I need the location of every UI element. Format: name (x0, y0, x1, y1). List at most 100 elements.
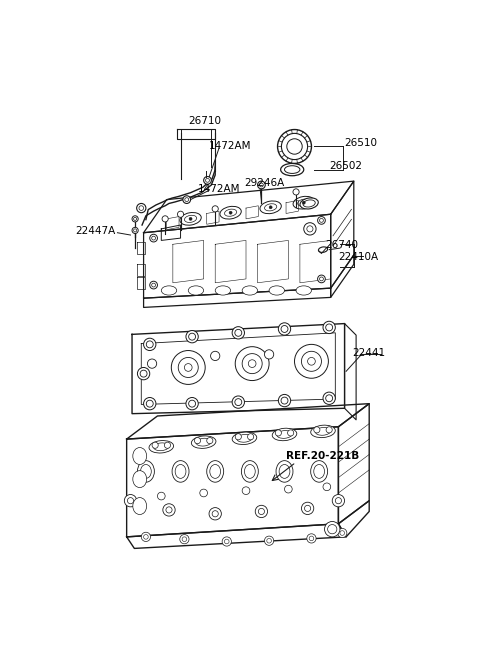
Circle shape (258, 181, 265, 189)
Circle shape (194, 438, 201, 443)
Circle shape (337, 528, 347, 538)
Text: 22447A: 22447A (75, 226, 115, 236)
Circle shape (232, 396, 244, 408)
Circle shape (222, 537, 231, 546)
Circle shape (164, 442, 170, 448)
Ellipse shape (149, 441, 174, 453)
Polygon shape (345, 323, 356, 420)
Ellipse shape (133, 470, 147, 487)
Circle shape (132, 228, 138, 234)
Circle shape (186, 398, 198, 410)
Ellipse shape (161, 286, 177, 295)
Circle shape (255, 505, 267, 518)
Circle shape (264, 536, 274, 545)
Text: 22441: 22441 (352, 348, 385, 358)
Circle shape (152, 442, 158, 448)
Circle shape (323, 321, 336, 334)
Circle shape (302, 201, 305, 204)
Circle shape (229, 211, 232, 215)
Polygon shape (127, 403, 369, 439)
Circle shape (275, 430, 281, 436)
Ellipse shape (281, 163, 304, 176)
Circle shape (207, 438, 213, 443)
Polygon shape (338, 501, 369, 537)
Circle shape (285, 485, 292, 493)
Ellipse shape (232, 432, 257, 445)
Ellipse shape (207, 461, 224, 482)
Circle shape (186, 331, 198, 343)
Circle shape (269, 206, 272, 209)
Text: 26740: 26740 (325, 240, 358, 250)
Polygon shape (144, 288, 331, 308)
Text: 29246A: 29246A (244, 178, 285, 188)
Ellipse shape (318, 247, 327, 253)
Ellipse shape (241, 461, 258, 482)
Circle shape (232, 327, 244, 339)
Circle shape (264, 350, 274, 359)
Circle shape (314, 427, 320, 433)
Circle shape (324, 522, 340, 537)
Circle shape (326, 427, 332, 433)
Circle shape (323, 483, 331, 491)
Circle shape (212, 206, 218, 212)
Ellipse shape (300, 198, 318, 209)
Circle shape (150, 281, 157, 289)
Circle shape (137, 203, 146, 213)
Polygon shape (144, 181, 354, 233)
Circle shape (209, 508, 221, 520)
Polygon shape (127, 523, 346, 548)
Circle shape (211, 352, 220, 361)
Text: 26710: 26710 (188, 116, 221, 126)
Text: 22410A: 22410A (338, 253, 379, 262)
Circle shape (295, 344, 328, 379)
Text: REF.20-221B: REF.20-221B (286, 451, 360, 461)
Circle shape (178, 211, 184, 217)
Polygon shape (144, 215, 331, 298)
Ellipse shape (172, 461, 189, 482)
Circle shape (301, 502, 314, 514)
Text: 1472AM: 1472AM (198, 184, 241, 194)
Circle shape (157, 492, 165, 500)
Circle shape (318, 216, 325, 224)
Polygon shape (338, 403, 369, 523)
Circle shape (180, 535, 189, 544)
Circle shape (189, 217, 192, 220)
Circle shape (132, 216, 138, 222)
Ellipse shape (188, 286, 204, 295)
Circle shape (323, 392, 336, 405)
Circle shape (147, 359, 156, 368)
Text: 26510: 26510 (345, 138, 378, 148)
Circle shape (137, 367, 150, 380)
Ellipse shape (192, 436, 216, 449)
Ellipse shape (296, 286, 312, 295)
Circle shape (235, 434, 241, 440)
Circle shape (162, 216, 168, 222)
Ellipse shape (311, 461, 328, 482)
Circle shape (318, 275, 325, 283)
Polygon shape (331, 255, 354, 297)
Circle shape (278, 394, 291, 407)
Circle shape (248, 434, 254, 440)
Text: 26502: 26502 (329, 161, 362, 171)
Circle shape (141, 532, 151, 541)
Ellipse shape (215, 286, 230, 295)
Ellipse shape (272, 428, 297, 441)
Circle shape (288, 430, 294, 436)
Ellipse shape (242, 286, 258, 295)
Circle shape (144, 338, 156, 350)
Circle shape (200, 489, 207, 497)
Circle shape (124, 495, 137, 507)
Polygon shape (331, 181, 354, 288)
Ellipse shape (133, 447, 147, 464)
Ellipse shape (137, 461, 155, 482)
Circle shape (278, 323, 291, 335)
Circle shape (171, 350, 205, 384)
Circle shape (204, 176, 211, 184)
Circle shape (144, 398, 156, 410)
Circle shape (235, 346, 269, 380)
Circle shape (277, 129, 312, 163)
Circle shape (242, 487, 250, 495)
Circle shape (183, 195, 191, 203)
Circle shape (163, 504, 175, 516)
Ellipse shape (276, 461, 293, 482)
